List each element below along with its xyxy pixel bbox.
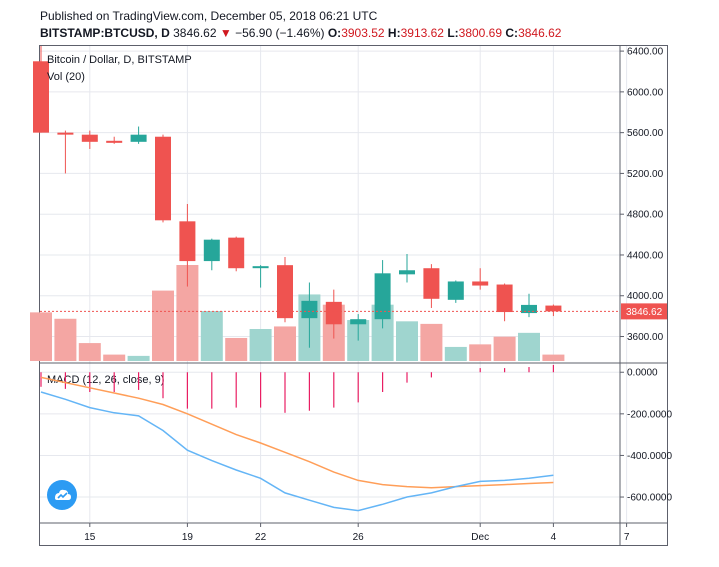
candle-body [106,140,123,143]
change-value: −56.90 (−1.46%) [235,26,325,40]
volume-bar [103,354,126,361]
change-down-icon: ▼ [219,26,232,40]
volume-bar [469,344,492,361]
volume-bar [420,323,443,361]
last-price-tag [621,303,667,320]
open-value: 3903.52 [341,26,385,40]
price-tick-label: 4000.00 [627,291,664,302]
macd-line [40,391,554,512]
macd-tick-label: -600.0000 [627,493,672,504]
time-tick-label: 4 [551,532,557,543]
volume-bar [274,326,296,361]
candle-body [179,221,196,262]
symbol-label: BITSTAMP:BTCUSD, D [40,26,170,40]
candle-body [350,319,367,325]
price-tick-label: 6000.00 [627,87,664,98]
high-label: H: [387,26,401,40]
candle-body [228,237,245,269]
price-tick-label: 5200.00 [627,169,664,180]
candle-body [81,134,98,142]
price-tick-label: 6400.00 [627,47,664,58]
low-value: 3800.69 [458,26,503,40]
time-tick-label: 26 [353,532,365,543]
chart-header: Published on TradingView.com, December 0… [40,8,561,42]
volume-bar [30,312,52,361]
price-tick-label: 4400.00 [627,250,664,261]
ohlc-line: BITSTAMP:BTCUSD, D 3846.62 ▼ −56.90 (−1.… [40,25,561,42]
candle-body [447,281,464,300]
candle-body [545,305,562,312]
tradingview-logo-icon[interactable] [47,480,77,510]
candle-body [521,304,537,314]
candle-body [399,270,415,275]
high-value: 3913.62 [400,26,444,40]
volume-bar [54,318,77,361]
chart-frame[interactable] [39,45,668,546]
candle-body [252,266,269,269]
time-tick-label: 15 [84,532,96,543]
macd-tick-label: -200.0000 [627,409,672,420]
time-tick-label: 7 [624,532,630,543]
volume-bar [542,354,565,361]
volume-label: Vol (20) [47,71,85,83]
price-tick-label: 4800.00 [627,210,664,221]
last-price-tag-label: 3846.62 [626,307,663,318]
price-tick-label: 5600.00 [627,128,664,139]
candle-body [203,239,220,262]
price-tick-label: 3600.00 [627,332,664,343]
low-label: L: [447,26,459,40]
published-line: Published on TradingView.com, December 0… [40,9,378,23]
volume-bar [78,343,101,361]
volume-bar [152,290,174,361]
volume-bar [493,336,516,361]
candle-body [277,265,293,319]
volume-bar [444,346,467,361]
volume-bar [127,355,150,361]
candle-body [472,281,489,286]
macd-pane-title: MACD (12, 26, close, 9) [47,374,164,386]
volume-bar [200,311,223,361]
candle-body [130,134,147,142]
macd-tick-label: 0.0000 [627,368,658,379]
main-pane-title: Bitcoin / Dollar, D, BITSTAMP [47,54,192,66]
time-tick-label: 19 [182,532,194,543]
candle-body [374,273,391,320]
candle-body [301,300,318,319]
candle-body [33,61,49,133]
candle-body [496,284,513,313]
last-price: 3846.62 [173,26,217,40]
macd-tick-label: -400.0000 [627,451,672,462]
volume-bar [396,321,418,361]
volume-bar [225,337,248,361]
time-tick-label: 22 [255,532,267,543]
open-label: O: [327,26,342,40]
candle-body [325,301,342,325]
close-value: 3846.62 [518,26,562,40]
candle-body [423,268,440,299]
time-tick-label: Dec [471,532,489,543]
candle-body [155,136,171,221]
signal-line [40,376,554,489]
volume-bar [176,265,199,361]
volume-bar [249,329,272,361]
volume-bar [518,332,540,361]
candle-body [57,132,74,135]
close-label: C: [505,26,519,40]
